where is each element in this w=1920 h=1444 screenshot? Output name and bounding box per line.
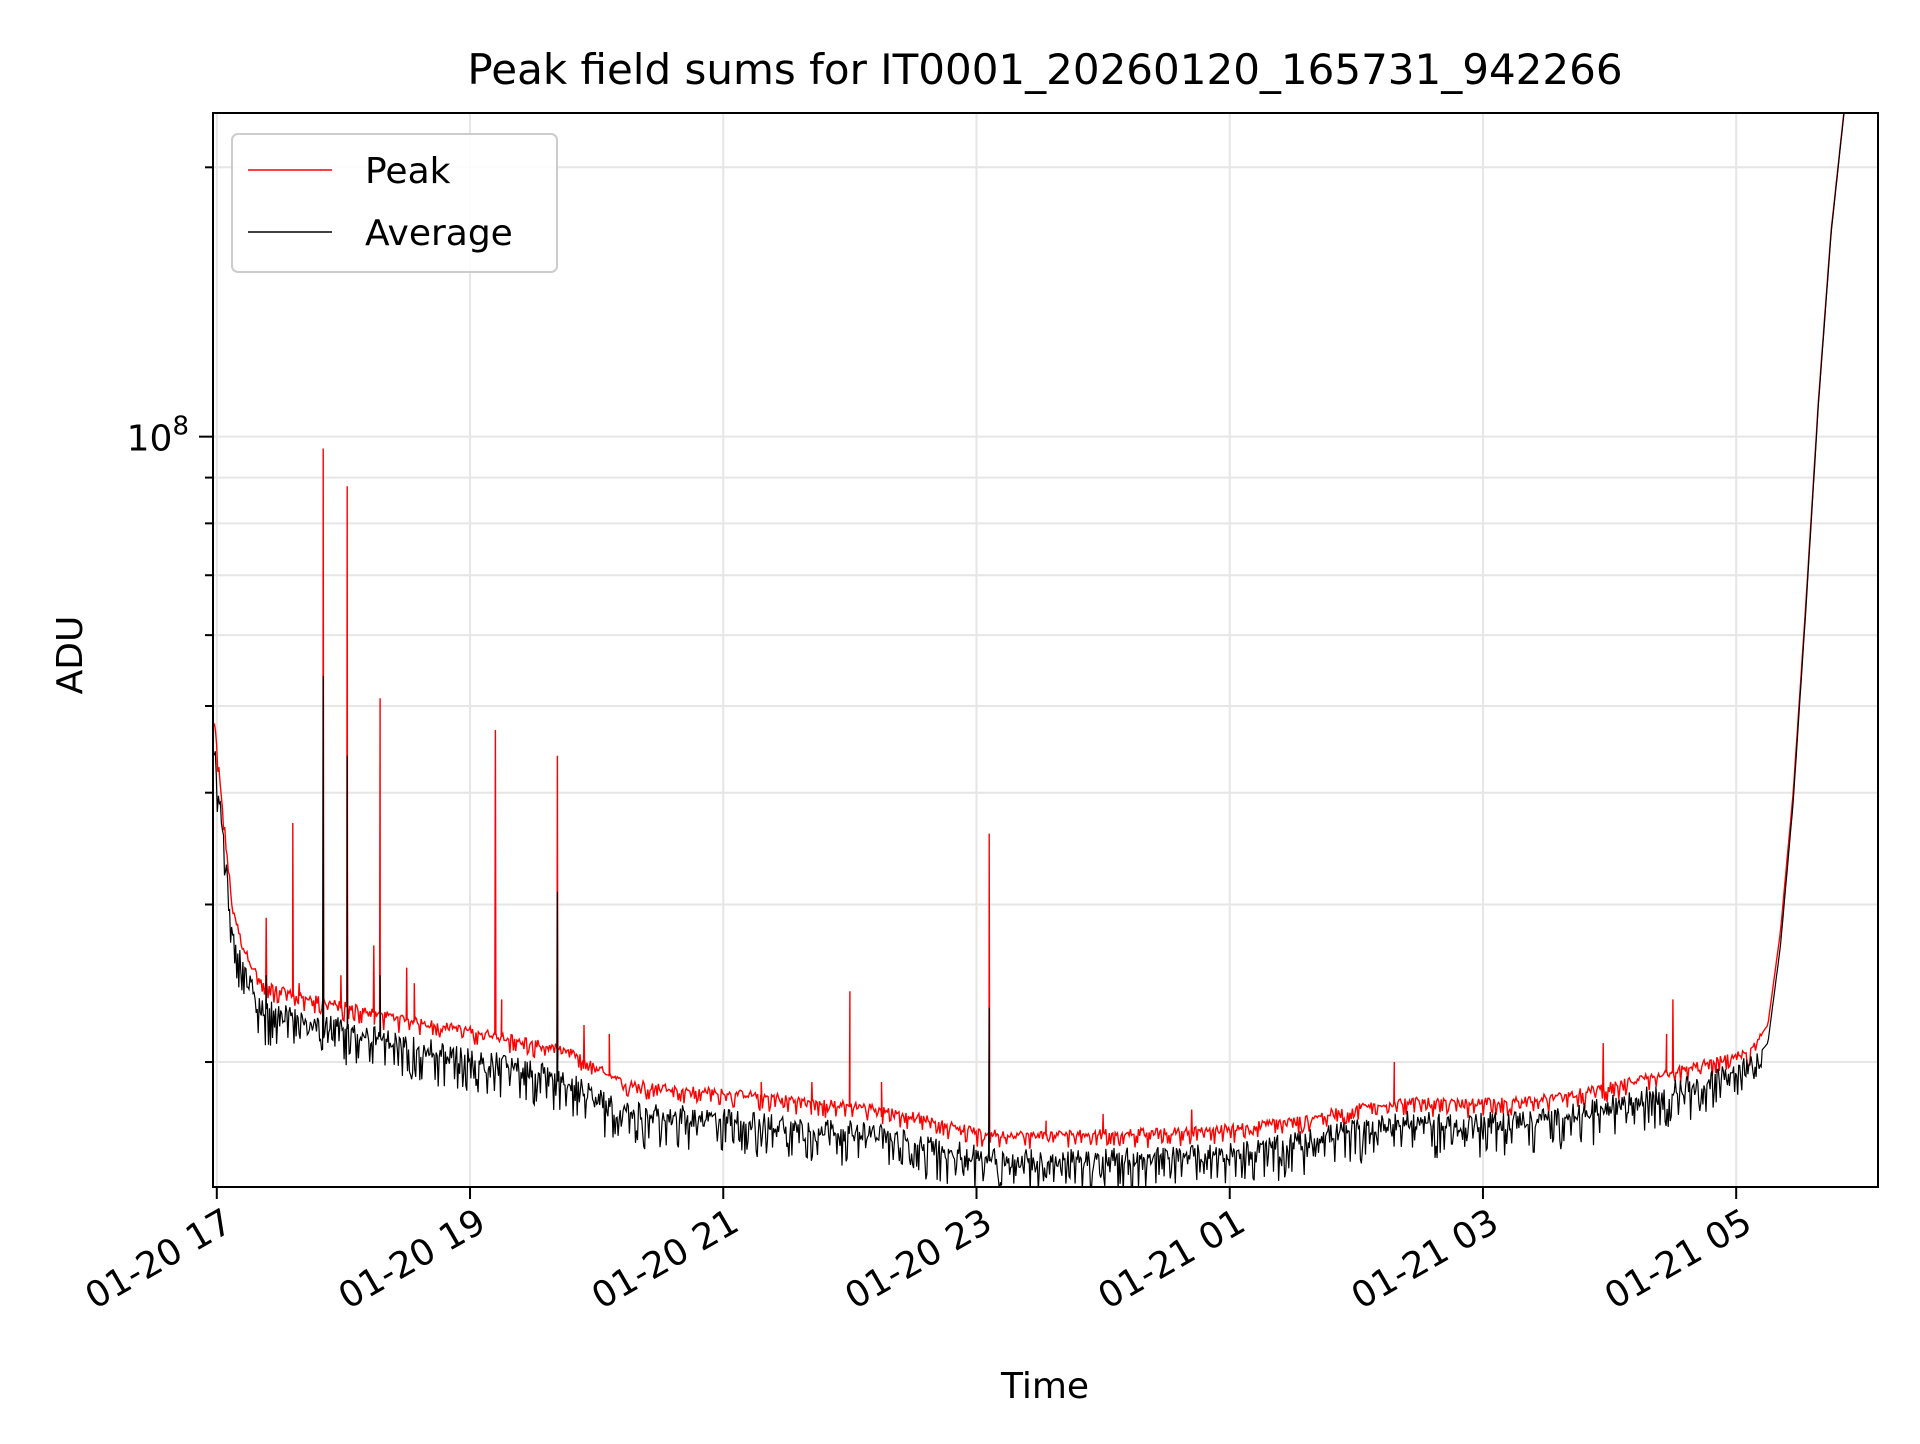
legend-peak-label: Peak: [365, 151, 451, 192]
x-tick-label: 01-21 05: [1598, 1201, 1759, 1317]
series-line-peak: [213, 113, 1845, 1149]
x-axis-label: Time: [1000, 1366, 1089, 1407]
x-tick-label: 01-21 01: [1092, 1201, 1253, 1317]
series-line-average: [213, 113, 1845, 1187]
x-tick-label: 01-20 23: [838, 1201, 999, 1317]
plot-frame: [212, 112, 1879, 1188]
grid: [213, 113, 1878, 1187]
series-layer: [213, 113, 1845, 1187]
x-tick-label: 01-21 03: [1345, 1201, 1506, 1317]
axes: 01-20 17 01-20 19 01-20 21 01-20 23 01-21 01…: [79, 166, 1759, 1318]
legend-box: [231, 133, 558, 273]
chart-title: Peak field sums for IT0001_20260120_1657…: [467, 45, 1622, 94]
legend: Peak Average: [231, 133, 558, 273]
x-tick-label: 01-20 17: [79, 1201, 240, 1317]
x-tick-label: 01-20 19: [332, 1201, 493, 1317]
x-tick-label: 01-20 21: [585, 1201, 746, 1317]
y-axis-label: ADU: [50, 616, 91, 695]
y-tick-label: 108: [127, 412, 189, 460]
legend-average-label: Average: [365, 213, 513, 254]
